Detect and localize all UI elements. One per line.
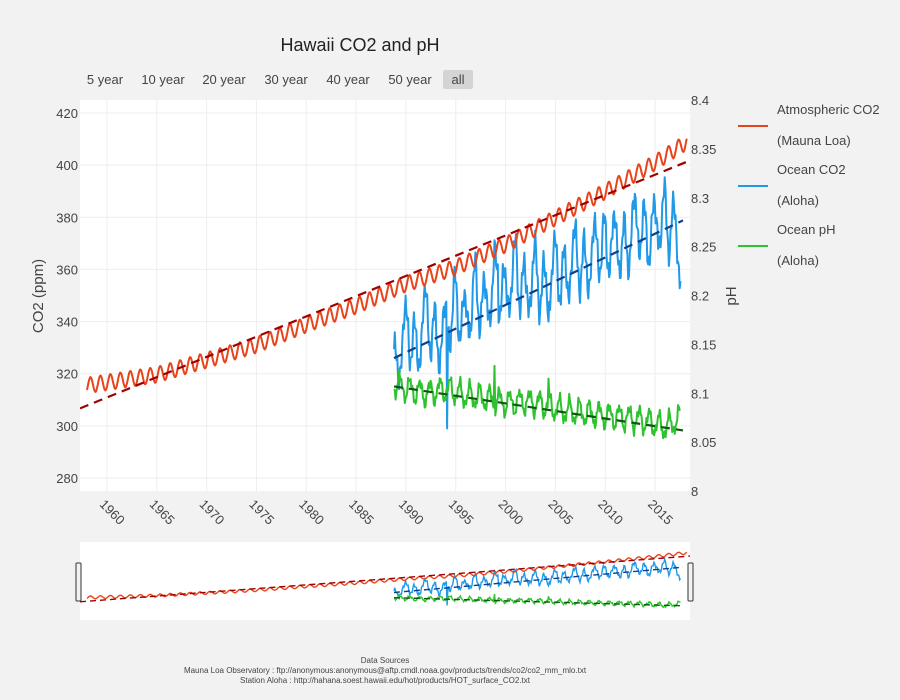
y-axis-left-title: CO2 (ppm): [30, 259, 47, 333]
x-tick-label: 2010: [595, 497, 626, 528]
mini-trend-line-0: [80, 555, 690, 603]
range-button-label: 40 year: [326, 72, 370, 87]
mini-series-line-1: [393, 556, 682, 606]
legend-item-2[interactable]: Ocean pH (Aloha): [738, 222, 836, 268]
range-button-label: 50 year: [388, 72, 432, 87]
x-tick-label: 1985: [346, 497, 377, 528]
trend-line-0[interactable]: [80, 159, 690, 410]
x-tick-label: 2015: [645, 497, 676, 528]
x-tick-label: 1970: [196, 497, 227, 528]
x-tick-label: 1960: [97, 497, 128, 528]
x-tick-label: 1965: [147, 497, 178, 528]
x-tick-label: 2005: [545, 497, 576, 528]
y-left-tick-label: 320: [56, 367, 78, 382]
source-mauna-loa: Mauna Loa Observatory : ftp://anonymous:…: [184, 666, 587, 675]
trend-line-1[interactable]: [393, 219, 684, 360]
legend-item-0[interactable]: Atmospheric CO2 (Mauna Loa): [738, 102, 880, 148]
range-slider-series: [80, 551, 690, 609]
y-left-tick-label: 380: [56, 210, 78, 225]
range-slider-handle-left[interactable]: [75, 562, 82, 602]
legend-sublabel: (Aloha): [777, 193, 819, 208]
x-tick-label: 1980: [296, 497, 327, 528]
mini-series-line-2: [393, 593, 681, 609]
mini-trend-line-1: [393, 566, 684, 594]
legend-item-1[interactable]: Ocean CO2 (Aloha): [738, 162, 846, 208]
plot-area[interactable]: [80, 100, 690, 491]
chart-title: Hawaii CO2 and pH: [280, 35, 439, 55]
y-right-tick-label: 8.25: [691, 240, 716, 255]
range-button-50-year[interactable]: 50 year: [388, 72, 432, 87]
x-axis-ticks: 1960 1965 1970 1975 1980 1985 1990 1995 2000 2005…: [97, 497, 676, 528]
range-button-5-year[interactable]: 5 year: [87, 72, 124, 87]
range-slider[interactable]: [80, 542, 690, 620]
range-button-label: all: [451, 72, 464, 87]
range-button-20-year[interactable]: 20 year: [202, 72, 246, 87]
range-button-label: 20 year: [202, 72, 246, 87]
x-tick-label: 1975: [246, 497, 277, 528]
x-tick-label: 2000: [495, 497, 526, 528]
mini-series-line-0: [86, 551, 688, 600]
y-right-tick-label: 8.15: [691, 337, 716, 352]
y-axis-right-title: pH: [723, 286, 740, 305]
range-button-10-year[interactable]: 10 year: [141, 72, 185, 87]
series-line-1[interactable]: [393, 176, 682, 430]
x-tick-label: 1995: [446, 497, 477, 528]
series-line-0[interactable]: [86, 138, 688, 393]
y-left-tick-label: 280: [56, 471, 78, 486]
range-selector: 5 year 10 year 20 year 30 year 40 year 50 yea…: [87, 70, 473, 89]
y-right-tick-label: 8.35: [691, 142, 716, 157]
legend-label: Ocean pH: [777, 222, 836, 237]
range-button-active-bg: [443, 70, 473, 89]
y-right-tick-label: 8.05: [691, 435, 716, 450]
main-series-layer: [80, 138, 690, 440]
y-left-tick-label: 360: [56, 262, 78, 277]
trend-line-2[interactable]: [393, 385, 684, 432]
range-button-all[interactable]: all: [443, 70, 473, 89]
y-right-tick-label: 8.3: [691, 191, 709, 206]
range-button-label: 10 year: [141, 72, 185, 87]
y-left-tick-label: 340: [56, 315, 78, 330]
sources-heading: Data Sources: [361, 656, 409, 665]
legend: Atmospheric CO2 (Mauna Loa) Ocean CO2 (Aloh…: [738, 102, 880, 268]
series-line-2[interactable]: [393, 364, 681, 440]
y-axis-left-ticks: 280 300 320 340 360 380 400 420: [56, 106, 78, 486]
legend-sublabel: (Mauna Loa): [777, 133, 851, 148]
mini-trend-line-2: [393, 597, 684, 607]
y-right-tick-label: 8.2: [691, 289, 709, 304]
y-axis-right-ticks: 8 8.05 8.1 8.15 8.2 8.25 8.3 8.35 8.4: [691, 93, 716, 499]
legend-sublabel: (Aloha): [777, 253, 819, 268]
y-right-tick-label: 8.4: [691, 93, 709, 108]
range-slider-handle-right[interactable]: [687, 562, 694, 602]
legend-label: Ocean CO2: [777, 162, 846, 177]
x-tick-label: 1990: [396, 497, 427, 528]
source-aloha: Station Aloha : http://hahana.soest.hawa…: [240, 676, 531, 685]
range-button-label: 5 year: [87, 72, 124, 87]
legend-label: Atmospheric CO2: [777, 102, 880, 117]
y-right-tick-label: 8: [691, 484, 698, 499]
range-button-40-year[interactable]: 40 year: [326, 72, 370, 87]
y-right-tick-label: 8.1: [691, 386, 709, 401]
y-left-tick-label: 420: [56, 106, 78, 121]
y-left-tick-label: 400: [56, 158, 78, 173]
y-left-tick-label: 300: [56, 419, 78, 434]
range-button-30-year[interactable]: 30 year: [264, 72, 308, 87]
range-button-label: 30 year: [264, 72, 308, 87]
